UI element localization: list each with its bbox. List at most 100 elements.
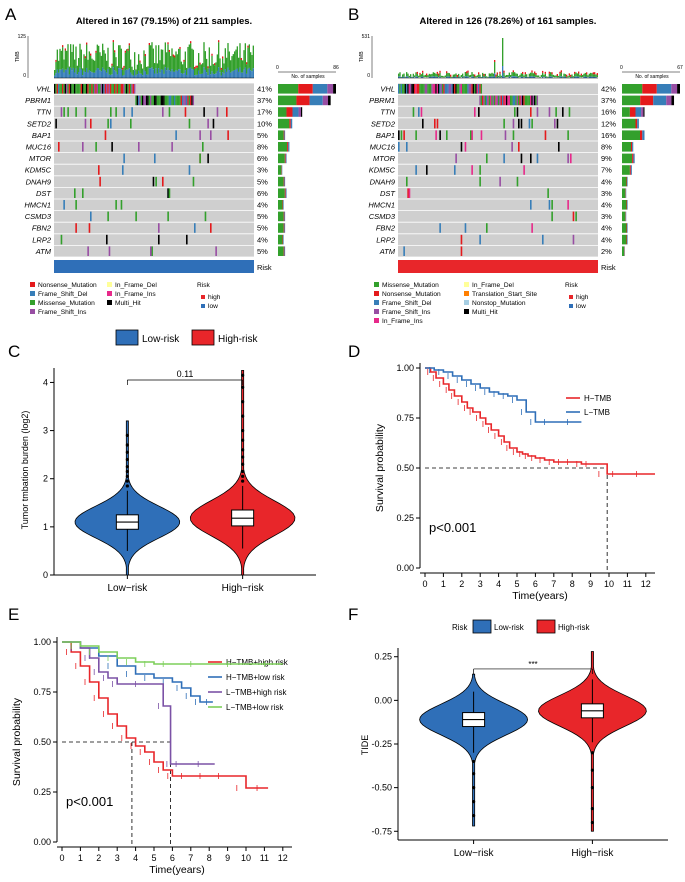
- tmb-bar: [536, 75, 538, 78]
- tmb-bar: [439, 72, 441, 77]
- mutation-cell: [418, 84, 420, 94]
- tmb-bar: [154, 63, 156, 74]
- mutation-cell: [406, 176, 408, 187]
- gene-label: MUC16: [370, 143, 396, 152]
- tmb-bar: [127, 50, 129, 70]
- tmb-bar: [55, 73, 57, 78]
- tmb-bar: [471, 72, 473, 77]
- y-tick-label: 0.00: [396, 563, 414, 573]
- mutation-cell: [167, 188, 169, 198]
- mutation-cell: [490, 95, 492, 106]
- tmb-bar: [406, 72, 408, 77]
- tmb-bar: [468, 75, 470, 78]
- mutation-cell: [212, 118, 215, 129]
- mutation-cell: [183, 95, 185, 106]
- mutation-cell: [555, 107, 557, 117]
- tmb-bar: [534, 73, 536, 77]
- legend-swatch: [30, 291, 35, 296]
- tmb-bar: [199, 64, 201, 74]
- mutation-cell: [399, 84, 401, 94]
- gene-count-bar: [622, 200, 627, 210]
- mutation-cell: [479, 234, 481, 245]
- tmb-bar: [542, 76, 544, 78]
- tmb-bar: [430, 76, 432, 78]
- y-tick-label: 0.25: [374, 652, 392, 662]
- tmb-bar: [148, 44, 150, 69]
- tmb-bar: [127, 48, 129, 51]
- mutation-cell: [424, 84, 427, 94]
- gene-label: LRP2: [32, 235, 52, 244]
- mutation-cell: [60, 107, 63, 117]
- mutation-cell: [122, 84, 124, 94]
- mutation-cell: [84, 84, 87, 94]
- tmb-bar: [151, 67, 153, 78]
- mutation-cell: [123, 107, 125, 117]
- tmb-bar: [459, 76, 461, 78]
- mutation-cell: [504, 95, 507, 106]
- tmb-bar: [128, 68, 130, 78]
- gene-count-bar: [284, 223, 286, 233]
- gene-count-bar: [328, 95, 331, 106]
- mutation-cell: [164, 95, 167, 106]
- mutation-cell: [468, 84, 471, 94]
- mutation-cell: [558, 142, 560, 152]
- x-tick-label: 1: [441, 579, 446, 589]
- x-tick-label: 8: [207, 853, 212, 863]
- mutation-cell: [419, 84, 421, 94]
- mutation-cell: [171, 95, 173, 106]
- mutation-cell: [138, 142, 140, 152]
- tmb-bar: [522, 73, 524, 77]
- tmb-bar: [462, 73, 464, 77]
- tmb-bar: [170, 56, 172, 72]
- p-value-label: 0.11: [177, 369, 194, 379]
- mutation-cell: [207, 118, 209, 129]
- tmb-bar: [423, 75, 425, 78]
- mutation-cell: [204, 211, 207, 222]
- tmb-bar: [236, 46, 238, 69]
- tmb-bar: [530, 72, 532, 77]
- mutation-cell: [514, 95, 516, 106]
- panel-letter-c: C: [8, 342, 20, 361]
- tmb-bar: [464, 76, 466, 78]
- tmb-bar: [491, 76, 493, 78]
- tmb-bar: [178, 69, 180, 78]
- tmb-bar: [112, 67, 114, 78]
- tmb-bar: [155, 68, 157, 78]
- tmb-bar: [176, 70, 178, 78]
- tmb-bar: [84, 72, 86, 78]
- tmb-axis-label: TMB: [15, 51, 21, 62]
- gene-label: MTOR: [373, 154, 396, 163]
- tmb-bar: [416, 73, 418, 77]
- tmb-bar: [226, 71, 228, 78]
- tmb-bar: [496, 74, 498, 77]
- tmb-bar: [242, 60, 244, 73]
- tmb-bar: [435, 76, 437, 78]
- tmb-bar: [554, 75, 556, 78]
- tmb-bar: [472, 74, 474, 77]
- tmb-bar: [560, 76, 562, 78]
- tmb-bar: [252, 45, 254, 69]
- mutation-cell: [434, 84, 436, 94]
- tmb-bar: [139, 60, 141, 63]
- risk-band: [398, 260, 598, 273]
- x-tick-label: 6: [170, 853, 175, 863]
- tmb-bar: [84, 58, 86, 73]
- tmb-bar: [515, 76, 517, 78]
- tmb-bar: [108, 66, 110, 75]
- tmb-bar: [132, 69, 134, 76]
- legend-swatch: [464, 300, 469, 305]
- bar-axis-min: 0: [276, 65, 279, 71]
- gene-count-bar: [283, 211, 285, 222]
- gene-count-bar: [622, 246, 625, 256]
- tmb-bar: [499, 76, 501, 78]
- mutation-cell: [55, 84, 57, 94]
- tmb-bar: [235, 69, 237, 78]
- legend-label: L−TMB: [584, 408, 610, 417]
- tmb-bar: [491, 72, 493, 77]
- mutation-cell: [82, 188, 84, 198]
- tmb-bar: [56, 69, 58, 78]
- mutation-cell: [98, 84, 100, 94]
- survival-curve: [425, 367, 655, 475]
- tmb-bar: [535, 74, 537, 78]
- gene-count-bar: [622, 165, 630, 175]
